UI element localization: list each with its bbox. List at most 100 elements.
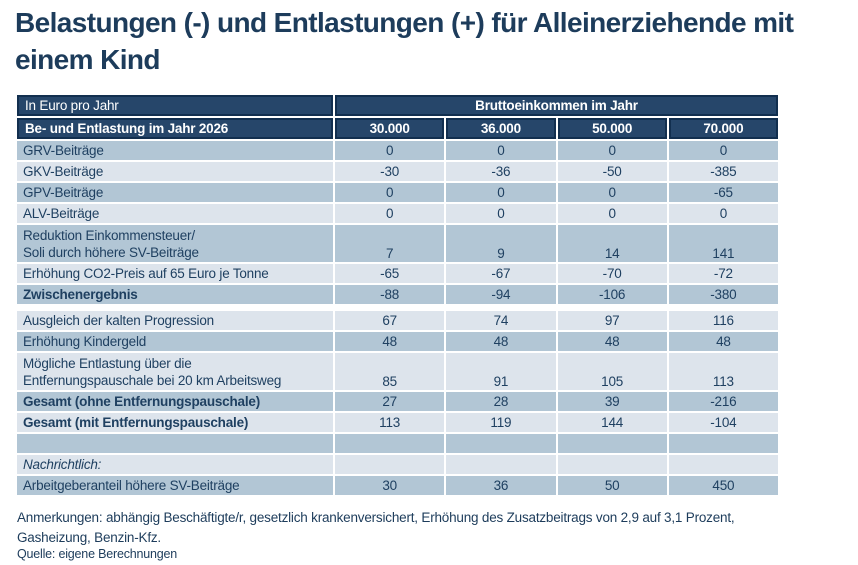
table-row: ALV-Beiträge 0 0 0 0 <box>17 204 778 223</box>
table-row: Ausgleich der kalten Progression 67 74 9… <box>17 311 778 330</box>
row-dimension-header: Be- und Entlastung im Jahr 2026 <box>17 118 333 139</box>
table-row: GRV-Beiträge 0 0 0 0 <box>17 141 778 160</box>
column-group-header: Bruttoeinkommen im Jahr <box>335 95 778 116</box>
cell-value: -67 <box>446 264 556 283</box>
cell-value: 0 <box>668 204 778 223</box>
row-label: GPV-Beiträge <box>17 183 333 202</box>
cell-value: -30 <box>335 162 445 181</box>
annotations-text: Anmerkungen: abhängig Beschäftigte/r, ge… <box>17 510 735 545</box>
table-row-section: Nachrichtlich: <box>17 455 778 474</box>
cell-value: 0 <box>557 204 667 223</box>
table-row-subtotal: Zwischenergebnis -88 -94 -106 -380 <box>17 285 778 304</box>
cell-value: 0 <box>335 141 445 160</box>
row-label: GKV-Beiträge <box>17 162 333 181</box>
row-label: Zwischenergebnis <box>17 285 333 304</box>
row-label: ALV-Beiträge <box>17 204 333 223</box>
cell-value <box>335 434 445 453</box>
cell-value: 36 <box>446 476 556 495</box>
cell-value: -70 <box>557 264 667 283</box>
cell-value: -104 <box>668 413 778 432</box>
cell-value: 0 <box>557 141 667 160</box>
cell-value: 119 <box>446 413 556 432</box>
cell-value <box>668 434 778 453</box>
cell-value: -65 <box>668 183 778 202</box>
row-label: Reduktion Einkommensteuer/ Soli durch hö… <box>17 225 333 262</box>
row-label <box>17 434 333 453</box>
cell-value: 27 <box>335 392 445 411</box>
cell-value: 141 <box>668 225 778 262</box>
row-label: Arbeitgeberanteil höhere SV-Beiträge <box>17 476 333 495</box>
cell-value: 113 <box>668 353 778 390</box>
cell-value: 48 <box>668 332 778 351</box>
cell-value: 9 <box>446 225 556 262</box>
cell-value <box>446 455 556 474</box>
cell-value: 7 <box>335 225 445 262</box>
row-label: Erhöhung CO2-Preis auf 65 Euro je Tonne <box>17 264 333 283</box>
row-label: GRV-Beiträge <box>17 141 333 160</box>
cell-value: -106 <box>557 285 667 304</box>
cell-value <box>335 455 445 474</box>
row-label: Mögliche Entlastung über die Entfernungs… <box>17 353 333 390</box>
cell-value: 0 <box>335 183 445 202</box>
cell-value: 28 <box>446 392 556 411</box>
row-label: Gesamt (ohne Entfernungspauschale) <box>17 392 333 411</box>
section-spacer <box>17 306 778 309</box>
cell-value: -94 <box>446 285 556 304</box>
cell-value: 14 <box>557 225 667 262</box>
table-header-row-unit: In Euro pro Jahr Bruttoeinkommen im Jahr <box>17 95 778 116</box>
row-label: Gesamt (mit Entfernungspauschale) <box>17 413 333 432</box>
row-label: Nachrichtlich: <box>17 455 333 474</box>
cell-value: 97 <box>557 311 667 330</box>
cell-value: -50 <box>557 162 667 181</box>
data-table: In Euro pro Jahr Bruttoeinkommen im Jahr… <box>17 95 778 495</box>
cell-value: -385 <box>668 162 778 181</box>
column-header: 70.000 <box>668 118 778 139</box>
table-row: Arbeitgeberanteil höhere SV-Beiträge 30 … <box>17 476 778 495</box>
cell-value: -36 <box>446 162 556 181</box>
cell-value: 48 <box>557 332 667 351</box>
table-row-total: Gesamt (ohne Entfernungspauschale) 27 28… <box>17 392 778 411</box>
cell-value: 48 <box>446 332 556 351</box>
unit-label: In Euro pro Jahr <box>17 95 333 116</box>
cell-value: 0 <box>446 183 556 202</box>
cell-value: 116 <box>668 311 778 330</box>
source-text: Quelle: eigene Berechnungen <box>17 547 178 561</box>
column-header: 36.000 <box>446 118 556 139</box>
cell-value: 39 <box>557 392 667 411</box>
cell-value: 67 <box>335 311 445 330</box>
column-header: 50.000 <box>557 118 667 139</box>
cell-value <box>668 455 778 474</box>
cell-value: -88 <box>335 285 445 304</box>
table-row: Erhöhung CO2-Preis auf 65 Euro je Tonne … <box>17 264 778 283</box>
cell-value: 0 <box>446 204 556 223</box>
page-title: Belastungen (-) und Entlastungen (+) für… <box>15 7 794 75</box>
table-row: GPV-Beiträge 0 0 0 -65 <box>17 183 778 202</box>
table-row: GKV-Beiträge -30 -36 -50 -385 <box>17 162 778 181</box>
cell-value <box>557 455 667 474</box>
cell-value: 85 <box>335 353 445 390</box>
cell-value: 105 <box>557 353 667 390</box>
cell-value: 30 <box>335 476 445 495</box>
row-label: Ausgleich der kalten Progression <box>17 311 333 330</box>
cell-value: 50 <box>557 476 667 495</box>
cell-value: 450 <box>668 476 778 495</box>
cell-value: 74 <box>446 311 556 330</box>
cell-value: -72 <box>668 264 778 283</box>
column-header: 30.000 <box>335 118 445 139</box>
cell-value: 0 <box>335 204 445 223</box>
table-row: Mögliche Entlastung über die Entfernungs… <box>17 353 778 390</box>
cell-value <box>557 434 667 453</box>
cell-value: 0 <box>446 141 556 160</box>
cell-value: -216 <box>668 392 778 411</box>
table-row: Reduktion Einkommensteuer/ Soli durch hö… <box>17 225 778 262</box>
cell-value: 0 <box>668 141 778 160</box>
table-row: Erhöhung Kindergeld 48 48 48 48 <box>17 332 778 351</box>
cell-value: -380 <box>668 285 778 304</box>
cell-value: 91 <box>446 353 556 390</box>
table-row-total: Gesamt (mit Entfernungspauschale) 113 11… <box>17 413 778 432</box>
cell-value: -65 <box>335 264 445 283</box>
row-label: Erhöhung Kindergeld <box>17 332 333 351</box>
cell-value: 113 <box>335 413 445 432</box>
cell-value: 48 <box>335 332 445 351</box>
